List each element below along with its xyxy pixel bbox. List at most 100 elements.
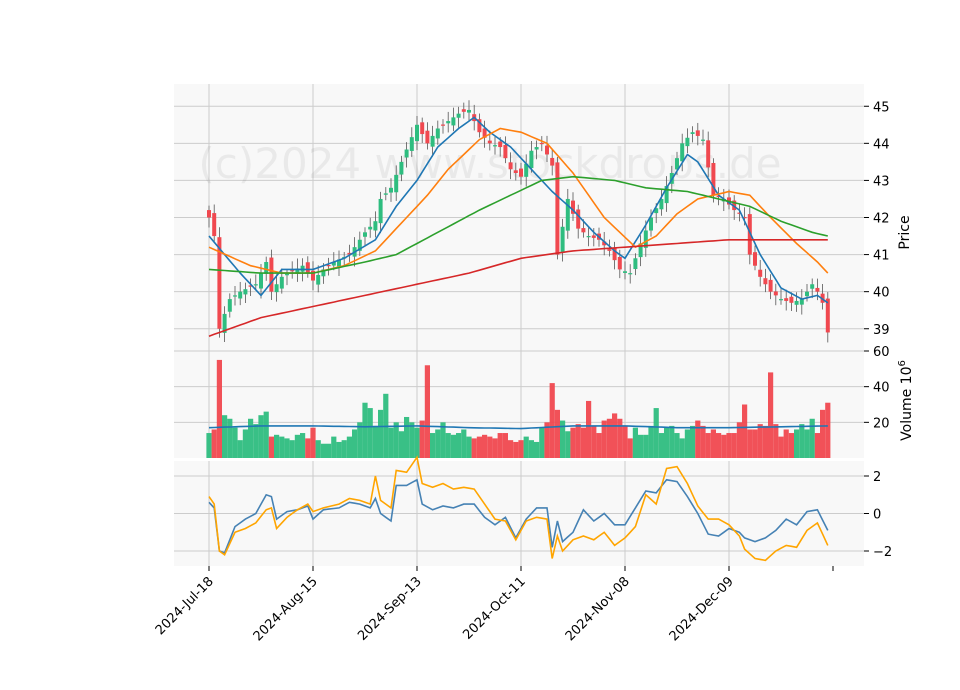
candle-body xyxy=(233,295,237,297)
volume-bar xyxy=(450,434,456,458)
volume-bar xyxy=(419,420,425,458)
candle-body xyxy=(253,284,258,286)
volume-bar xyxy=(310,427,316,458)
price-axis-label: Price xyxy=(897,215,913,249)
oscillator-line xyxy=(208,478,829,554)
candle-body xyxy=(321,269,326,277)
volume-bar xyxy=(742,404,748,458)
candle-body xyxy=(425,130,430,144)
volume-bar xyxy=(570,427,576,458)
candle-body xyxy=(238,291,243,299)
volume-bar xyxy=(320,443,326,458)
volume-bar xyxy=(211,429,217,458)
volume-bar xyxy=(513,441,519,458)
volume-bar xyxy=(352,429,358,458)
candle-body xyxy=(576,209,581,229)
volume-bar xyxy=(716,433,722,458)
candle-body xyxy=(477,119,482,133)
volume-bar xyxy=(606,418,612,458)
candle-body xyxy=(690,132,695,134)
volume-bar xyxy=(274,434,280,458)
volume-bar xyxy=(471,438,477,458)
candle-body xyxy=(503,144,508,159)
volume-bar xyxy=(331,436,337,458)
candle-body xyxy=(493,145,497,147)
candle-body xyxy=(638,243,643,258)
volume-bar xyxy=(721,434,727,458)
volume-bar xyxy=(227,418,233,458)
candle-body xyxy=(794,300,799,305)
candle-body xyxy=(628,273,633,275)
volume-bar xyxy=(762,425,768,458)
candle-body xyxy=(742,217,747,219)
volume-bar xyxy=(435,429,441,458)
volume-axis-exponent: 6 xyxy=(897,360,908,366)
volume-bar xyxy=(404,416,410,458)
candle-body xyxy=(550,157,555,166)
volume-bar xyxy=(799,424,805,458)
volume-bar xyxy=(466,436,472,458)
volume-bar xyxy=(648,425,654,458)
volume-bar xyxy=(528,440,534,458)
candle-body xyxy=(357,239,362,251)
volume-bar xyxy=(575,424,581,458)
volume-bar xyxy=(674,433,680,458)
candle-body xyxy=(810,284,815,289)
candle-body xyxy=(784,298,789,301)
volume-tick-label: 40 xyxy=(873,381,890,396)
price-ma-line xyxy=(208,239,828,337)
candle-body xyxy=(799,299,804,305)
volume-bar xyxy=(690,425,696,458)
candle-body xyxy=(602,241,607,246)
volume-bar xyxy=(362,402,368,458)
volume-bar xyxy=(336,441,342,458)
volume-bar xyxy=(601,420,607,458)
candle-body xyxy=(279,276,284,289)
candle-body xyxy=(326,265,331,267)
price-ma-line xyxy=(208,175,828,274)
candle-body xyxy=(363,232,367,237)
volume-bar xyxy=(440,422,446,458)
candle-body xyxy=(441,124,445,126)
candle-body xyxy=(555,162,560,255)
x-tick-label: 2024-Aug-15 xyxy=(251,574,321,644)
candle-body xyxy=(753,252,757,266)
candle-body xyxy=(482,128,487,138)
candle-body xyxy=(675,158,679,170)
volume-bar xyxy=(643,434,649,458)
candle-body xyxy=(763,278,768,285)
candle-body xyxy=(311,270,315,281)
candle-body xyxy=(758,269,763,277)
candle-body xyxy=(659,198,664,210)
candle-body xyxy=(290,270,295,272)
volume-bar xyxy=(773,424,779,458)
volume-bar xyxy=(731,433,737,458)
price-tick-label: 40 xyxy=(873,286,890,301)
volume-bar xyxy=(705,433,711,458)
x-tick-label: 2024-Sep-13 xyxy=(355,574,425,644)
candle-body xyxy=(227,299,232,312)
volume-bar xyxy=(237,440,243,458)
candle-body xyxy=(383,193,388,195)
volume-bar xyxy=(508,440,514,458)
volume-ma-line xyxy=(208,425,828,430)
volume-bar xyxy=(669,425,675,458)
candle-body xyxy=(222,313,227,333)
candle-body xyxy=(716,195,721,198)
volume-bar xyxy=(825,402,831,458)
candle-body xyxy=(815,287,820,292)
candle-body xyxy=(373,221,378,231)
volume-bar xyxy=(222,415,228,458)
candle-body xyxy=(680,143,685,162)
volume-bar xyxy=(814,433,820,458)
volume-bar xyxy=(747,429,753,458)
volume-bar xyxy=(393,422,399,458)
candle-body xyxy=(545,145,549,155)
volume-bar xyxy=(794,429,800,458)
volume-bar xyxy=(279,436,285,458)
candle-body xyxy=(368,226,373,230)
candle-body xyxy=(539,142,544,145)
volume-tick-label: 60 xyxy=(873,345,890,360)
volume-bar xyxy=(232,427,238,458)
candle-body xyxy=(394,174,399,193)
